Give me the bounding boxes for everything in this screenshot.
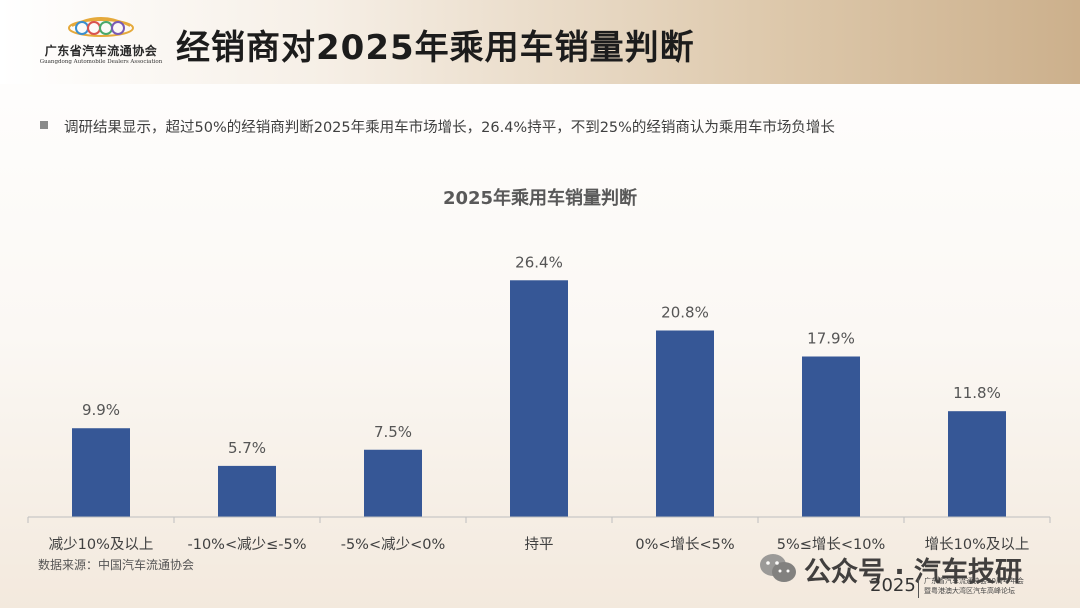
data-label: 5.7% [228, 439, 266, 457]
category-label: -5%<减少<0% [341, 536, 446, 553]
footer-event: 广东省汽车流通协会20周年年会 暨粤港澳大湾区汽车高峰论坛 [924, 576, 1024, 596]
source-note: 数据来源：中国汽车流通协会 [38, 558, 195, 572]
data-label: 26.4% [515, 253, 563, 271]
bar [656, 330, 714, 517]
category-label: 增长10%及以上 [925, 536, 1030, 553]
category-label: -10%<减少≤-5% [188, 536, 307, 553]
footer-event-line2: 暨粤港澳大湾区汽车高峰论坛 [924, 587, 1015, 595]
chart-title: 2025年乘用车销量判断 [443, 187, 637, 209]
footer-year: 2025 [870, 575, 916, 596]
category-label: 减少10%及以上 [49, 536, 154, 553]
header-band: 广东省汽车流通协会 Guangdong Automobile Dealers A… [0, 0, 1080, 84]
data-label: 20.8% [661, 303, 709, 321]
association-logo: 广东省汽车流通协会 Guangdong Automobile Dealers A… [36, 12, 166, 74]
watermark-text: 公众号 · 汽车技研 [804, 557, 1023, 588]
bar [364, 449, 422, 517]
logo-name-cn: 广东省汽车流通协会 [44, 44, 158, 58]
footer-divider [918, 578, 919, 598]
category-label: 持平 [525, 536, 554, 553]
gadda-logo-icon [68, 17, 134, 37]
summary-text: 调研结果显示，超过50%的经销商判断2025年乘用车市场增长，26.4%持平，不… [64, 120, 835, 136]
data-label: 11.8% [953, 384, 1001, 402]
bar [510, 280, 568, 517]
category-label: 5%≤增长<10% [777, 536, 886, 553]
bar [948, 411, 1006, 517]
bullet-square-icon [40, 121, 48, 129]
wechat-icon [760, 554, 796, 582]
logo-name-en: Guangdong Automobile Dealers Association [39, 59, 163, 65]
data-label: 17.9% [807, 329, 855, 347]
data-label: 7.5% [374, 423, 412, 441]
footer-event-line1: 广东省汽车流通协会20周年年会 [924, 577, 1024, 585]
watermark: 公众号 · 汽车技研 [758, 548, 1058, 588]
data-label: 9.9% [82, 401, 120, 419]
page-title: 经销商对2025年乘用车销量判断 [176, 28, 695, 68]
bar [218, 465, 276, 517]
bar [802, 356, 860, 517]
bar [72, 428, 130, 517]
category-label: 0%<增长<5% [635, 536, 734, 553]
